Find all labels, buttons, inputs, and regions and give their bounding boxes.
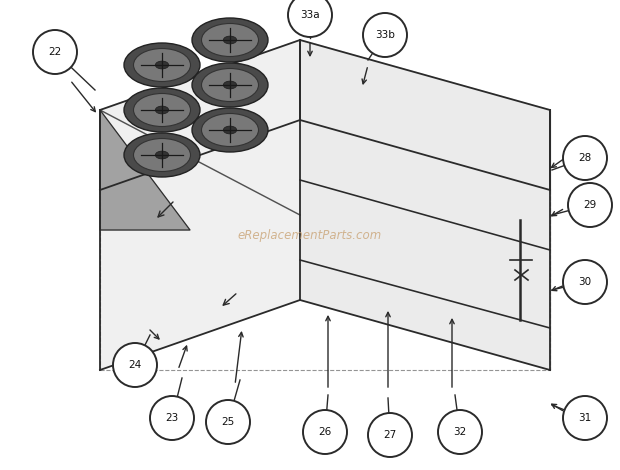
Circle shape (438, 410, 482, 454)
Ellipse shape (223, 126, 237, 134)
Ellipse shape (192, 108, 268, 152)
Ellipse shape (133, 139, 190, 172)
Ellipse shape (202, 69, 259, 102)
Circle shape (363, 13, 407, 57)
Ellipse shape (124, 133, 200, 177)
Ellipse shape (156, 106, 169, 114)
Text: 30: 30 (578, 277, 591, 287)
Circle shape (563, 260, 607, 304)
Text: 32: 32 (453, 427, 467, 437)
Circle shape (368, 413, 412, 457)
Ellipse shape (223, 36, 237, 44)
Ellipse shape (124, 88, 200, 132)
Ellipse shape (156, 151, 169, 159)
Ellipse shape (192, 63, 268, 107)
Ellipse shape (133, 48, 190, 81)
Text: 22: 22 (48, 47, 61, 57)
Circle shape (303, 410, 347, 454)
Text: 28: 28 (578, 153, 591, 163)
Circle shape (563, 396, 607, 440)
Text: 23: 23 (166, 413, 179, 423)
Circle shape (568, 183, 612, 227)
Ellipse shape (124, 43, 200, 87)
Polygon shape (100, 40, 300, 190)
Text: 33a: 33a (300, 10, 320, 20)
Circle shape (150, 396, 194, 440)
Text: 24: 24 (128, 360, 141, 370)
Polygon shape (100, 110, 190, 230)
Polygon shape (300, 40, 550, 190)
Ellipse shape (156, 61, 169, 69)
Ellipse shape (192, 18, 268, 62)
Ellipse shape (133, 94, 190, 126)
Circle shape (288, 0, 332, 37)
Ellipse shape (202, 24, 259, 56)
Text: 25: 25 (221, 417, 234, 427)
Text: 33b: 33b (375, 30, 395, 40)
Text: 31: 31 (578, 413, 591, 423)
Text: 29: 29 (583, 200, 596, 210)
Polygon shape (100, 40, 300, 370)
Circle shape (563, 136, 607, 180)
Polygon shape (300, 40, 550, 370)
Circle shape (33, 30, 77, 74)
Ellipse shape (223, 81, 237, 89)
Circle shape (113, 343, 157, 387)
Ellipse shape (202, 113, 259, 147)
Text: 27: 27 (383, 430, 397, 440)
Text: 26: 26 (319, 427, 332, 437)
Circle shape (206, 400, 250, 444)
Text: eReplacementParts.com: eReplacementParts.com (238, 228, 382, 242)
